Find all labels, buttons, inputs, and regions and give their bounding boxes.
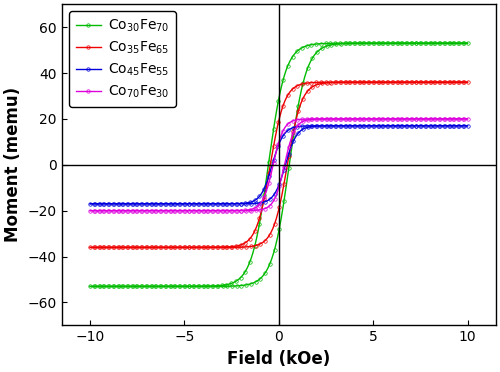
Line: Co$_{35}$Fe$_{65}$: Co$_{35}$Fe$_{65}$	[88, 80, 470, 249]
Co$_{70}$Fe$_{30}$	[88, 208, 94, 213]
Co$_{45}$Fe$_{55}$	[315, 124, 321, 128]
Co$_{35}$Fe$_{65}$	[190, 245, 196, 250]
Y-axis label: Moment (memu): Moment (memu)	[4, 87, 22, 242]
Co$_{70}$Fe$_{30}$	[419, 117, 425, 121]
Co$_{35}$Fe$_{65}$	[315, 80, 321, 84]
Co$_{70}$Fe$_{30}$	[464, 117, 470, 121]
Co$_{30}$Fe$_{70}$	[315, 42, 321, 46]
X-axis label: Field (kOe): Field (kOe)	[227, 350, 330, 368]
Co$_{30}$Fe$_{70}$	[190, 284, 196, 289]
Co$_{35}$Fe$_{65}$	[464, 80, 470, 84]
Legend: Co$_{30}$Fe$_{70}$, Co$_{35}$Fe$_{65}$, Co$_{45}$Fe$_{55}$, Co$_{70}$Fe$_{30}$: Co$_{30}$Fe$_{70}$, Co$_{35}$Fe$_{65}$, …	[69, 11, 176, 107]
Co$_{35}$Fe$_{65}$	[227, 245, 233, 249]
Co$_{30}$Fe$_{70}$	[192, 284, 198, 289]
Co$_{45}$Fe$_{55}$	[87, 202, 93, 206]
Co$_{30}$Fe$_{70}$	[87, 284, 93, 289]
Co$_{45}$Fe$_{55}$	[227, 202, 233, 206]
Co$_{35}$Fe$_{65}$	[192, 245, 198, 250]
Co$_{30}$Fe$_{70}$	[342, 41, 347, 45]
Co$_{35}$Fe$_{65}$	[342, 80, 347, 84]
Co$_{35}$Fe$_{65}$	[419, 80, 425, 84]
Line: Co$_{45}$Fe$_{55}$: Co$_{45}$Fe$_{55}$	[88, 124, 470, 206]
Co$_{35}$Fe$_{65}$	[87, 245, 93, 250]
Co$_{70}$Fe$_{30}$	[87, 208, 93, 213]
Line: Co$_{70}$Fe$_{30}$: Co$_{70}$Fe$_{30}$	[88, 117, 470, 212]
Co$_{45}$Fe$_{55}$	[342, 124, 347, 128]
Co$_{30}$Fe$_{70}$	[227, 282, 233, 286]
Co$_{45}$Fe$_{55}$	[192, 202, 198, 206]
Co$_{70}$Fe$_{30}$	[315, 117, 321, 121]
Co$_{45}$Fe$_{55}$	[190, 202, 196, 206]
Line: Co$_{30}$Fe$_{70}$: Co$_{30}$Fe$_{70}$	[88, 41, 470, 288]
Co$_{70}$Fe$_{30}$	[227, 208, 233, 213]
Co$_{30}$Fe$_{70}$	[464, 41, 470, 45]
Co$_{45}$Fe$_{55}$	[464, 124, 470, 128]
Co$_{45}$Fe$_{55}$	[419, 124, 425, 128]
Co$_{70}$Fe$_{30}$	[342, 117, 347, 121]
Co$_{70}$Fe$_{30}$	[192, 208, 198, 213]
Co$_{30}$Fe$_{70}$	[419, 41, 425, 45]
Co$_{70}$Fe$_{30}$	[190, 208, 196, 213]
